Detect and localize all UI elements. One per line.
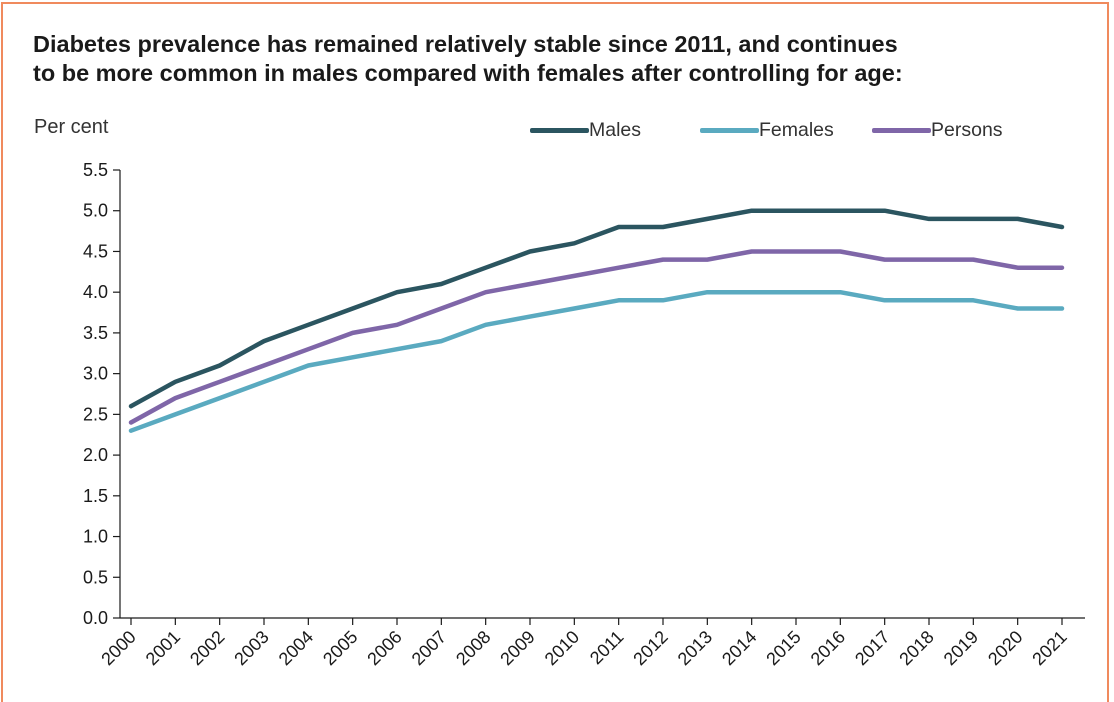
- x-tick-label: 2007: [408, 627, 450, 669]
- legend-label-persons: Persons: [931, 119, 1003, 141]
- y-tick-label: 2.0: [83, 445, 108, 465]
- y-tick-label: 2.5: [83, 404, 108, 424]
- y-axis-unit-label: Per cent: [34, 116, 109, 138]
- y-tick-label: 4.5: [83, 241, 108, 261]
- chart-title-line-1: Diabetes prevalence has remained relativ…: [33, 31, 898, 57]
- x-tick-label: 2002: [186, 627, 228, 669]
- legend-item-males: Males: [530, 119, 641, 142]
- y-tick-label: 4.0: [83, 282, 108, 302]
- series-line-males: [128, 208, 1065, 409]
- x-tick-label: 2003: [230, 627, 272, 669]
- legend-swatch-males: [530, 128, 589, 133]
- y-tick-label: 1.0: [83, 527, 108, 547]
- x-tick-label: 2009: [496, 627, 538, 669]
- y-tick-label: 3.0: [83, 364, 108, 384]
- legend-label-males: Males: [589, 119, 642, 141]
- x-tick-label: 2005: [319, 627, 361, 669]
- legend-item-females: Females: [700, 119, 834, 142]
- x-tick-label: 2000: [97, 627, 139, 669]
- y-tick-label: 0.0: [83, 608, 108, 628]
- x-tick-label: 2010: [541, 627, 583, 669]
- x-tick-label: 2013: [674, 627, 716, 669]
- legend-swatch-females: [700, 128, 759, 133]
- x-tick-label: 2020: [984, 627, 1026, 669]
- x-tick-label: 2017: [851, 627, 893, 669]
- legend-item-persons: Persons: [872, 119, 1003, 142]
- y-tick-label: 5.5: [83, 160, 108, 180]
- x-tick-label: 2008: [452, 627, 494, 669]
- y-tick-label: 3.5: [83, 323, 108, 343]
- series-line-females: [128, 289, 1065, 433]
- y-tick-label: 5.0: [83, 201, 108, 221]
- y-tick-label: 0.5: [83, 567, 108, 587]
- x-tick-label: 2011: [586, 627, 628, 669]
- x-tick-label: 2019: [940, 627, 982, 669]
- x-tick-label: 2016: [807, 627, 849, 669]
- x-tick-label: 2012: [629, 627, 671, 669]
- x-tick-label: 2015: [762, 627, 804, 669]
- chart-title-line-2: to be more common in males compared with…: [33, 60, 903, 86]
- y-tick-label: 1.5: [83, 486, 108, 506]
- series-line-persons: [128, 249, 1065, 425]
- legend-label-females: Females: [759, 119, 834, 141]
- x-tick-label: 2014: [718, 627, 760, 669]
- x-tick-label: 2006: [363, 627, 405, 669]
- x-tick-label: 2001: [142, 627, 184, 669]
- legend-swatch-persons: [872, 128, 931, 133]
- x-tick-label: 2004: [275, 627, 317, 669]
- x-tick-label: 2018: [895, 627, 937, 669]
- x-tick-label: 2021: [1028, 627, 1070, 669]
- chart-title: Diabetes prevalence has remained relativ…: [33, 30, 1093, 88]
